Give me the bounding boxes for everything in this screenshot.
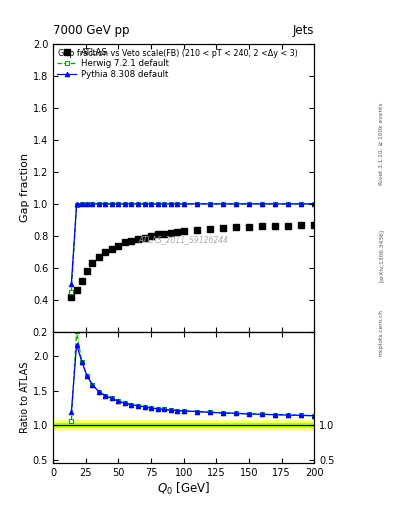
Text: Jets: Jets: [293, 24, 314, 37]
Text: Rivet 3.1.10, ≥ 100k events: Rivet 3.1.10, ≥ 100k events: [379, 102, 384, 185]
Text: mcplots.cern.ch: mcplots.cern.ch: [379, 309, 384, 356]
Y-axis label: Gap fraction: Gap fraction: [20, 153, 30, 222]
X-axis label: $Q_0$ [GeV]: $Q_0$ [GeV]: [157, 481, 210, 497]
Y-axis label: Ratio to ATLAS: Ratio to ATLAS: [20, 362, 30, 434]
Legend: ATLAS, Herwig 7.2.1 default, Pythia 8.308 default: ATLAS, Herwig 7.2.1 default, Pythia 8.30…: [56, 46, 170, 81]
Text: 7000 GeV pp: 7000 GeV pp: [53, 24, 130, 37]
Text: Gap fraction vs Veto scale(FB) (210 < pT < 240, 2 <Δy < 3): Gap fraction vs Veto scale(FB) (210 < pT…: [58, 49, 298, 58]
Text: ATLAS_2011_S9126244: ATLAS_2011_S9126244: [139, 236, 229, 244]
Text: [arXiv:1306.3436]: [arXiv:1306.3436]: [379, 229, 384, 283]
